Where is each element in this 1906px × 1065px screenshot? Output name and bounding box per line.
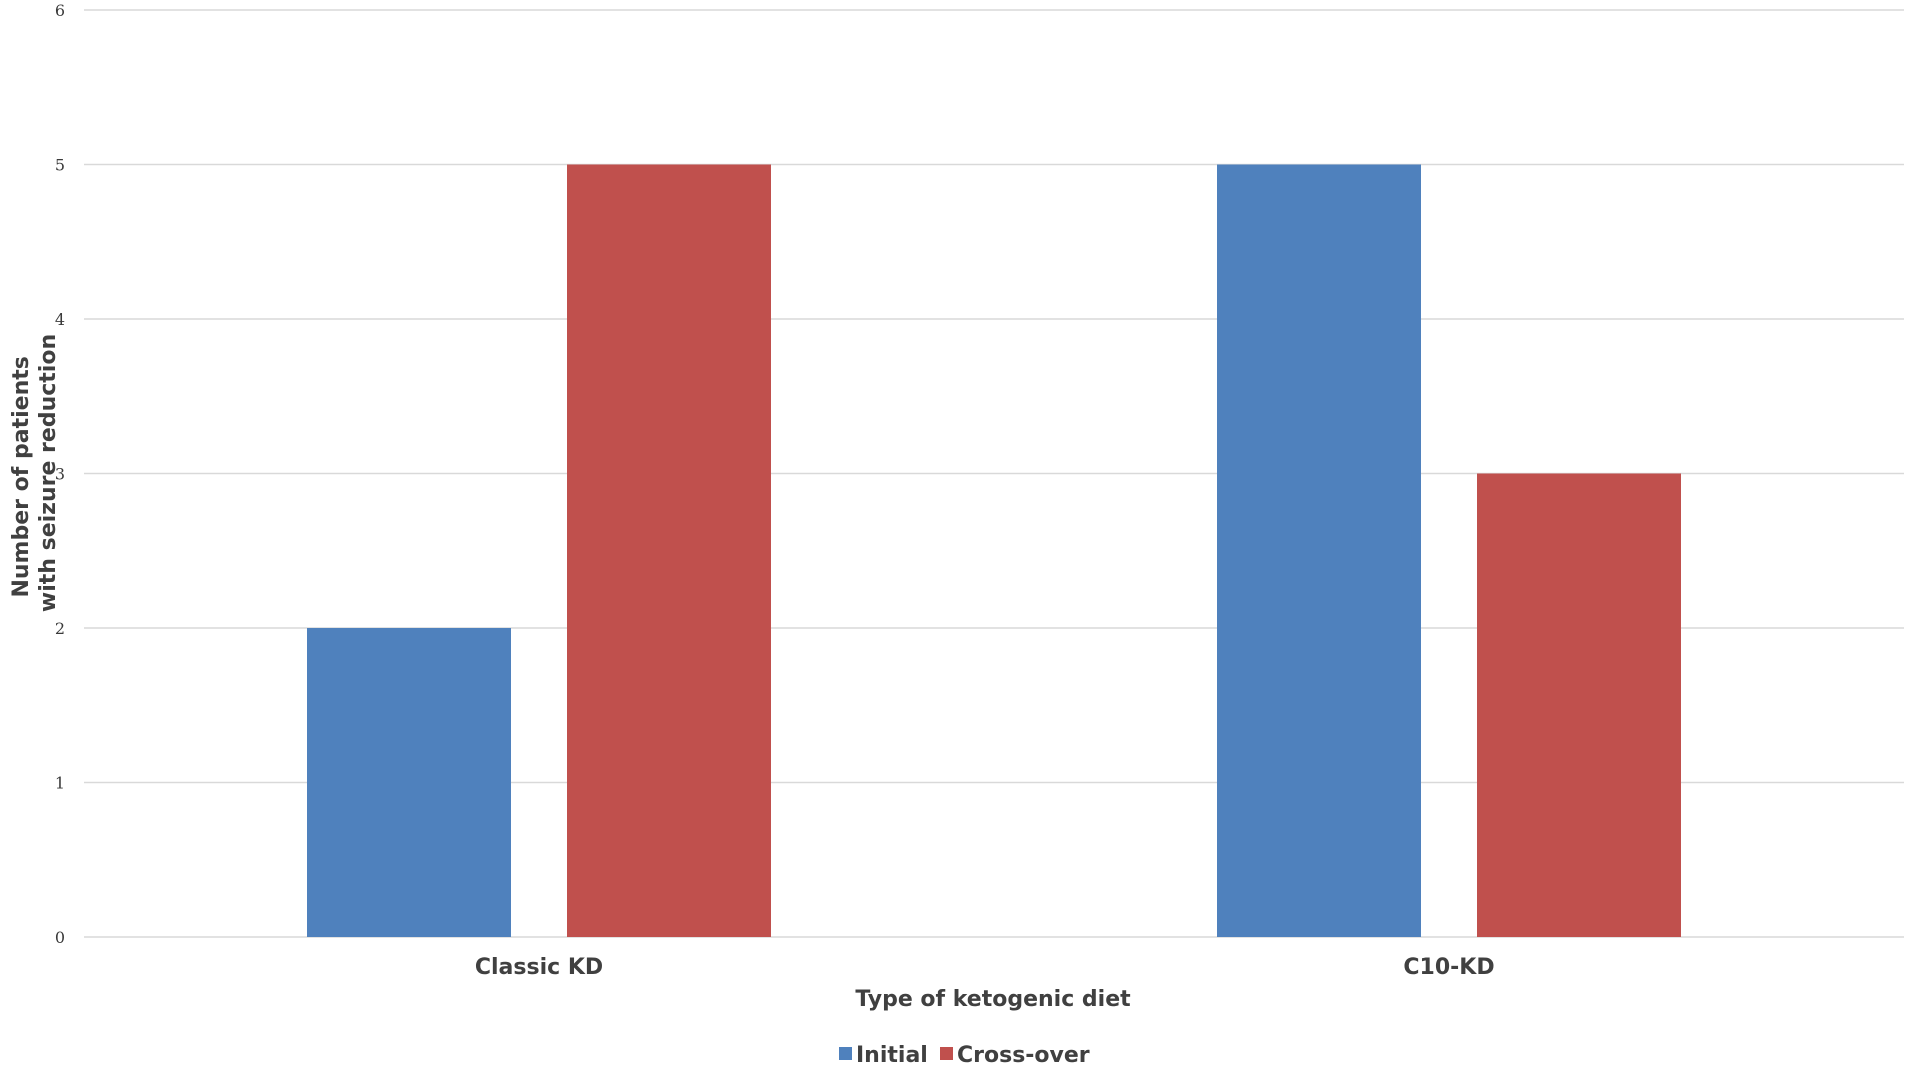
y-axis-title-line-2: with seizure reduction (36, 334, 61, 612)
x-axis-categories: Classic KD C10-KD (475, 955, 1495, 980)
x-category-label: Classic KD (475, 955, 603, 980)
y-axis-ticks: 0 1 2 3 4 5 6 (55, 1, 65, 947)
bar-cross-over-c10-kd (1477, 473, 1681, 937)
legend-swatch-initial (839, 1047, 852, 1060)
y-tick-label: 0 (55, 928, 65, 947)
y-tick-label: 3 (55, 465, 65, 484)
y-tick-label: 2 (55, 619, 65, 638)
bar-initial-c10-kd (1217, 164, 1421, 937)
bar-initial-classic-kd (307, 628, 511, 937)
bar-cross-over-classic-kd (567, 164, 771, 937)
legend-swatch-cross-over (940, 1047, 953, 1060)
y-tick-label: 4 (55, 310, 65, 329)
y-tick-label: 1 (55, 774, 65, 793)
legend: Initial Cross-over (839, 1043, 1090, 1065)
y-axis-title: Number of patients with seizure reductio… (9, 334, 61, 612)
y-tick-label: 6 (55, 1, 65, 20)
y-tick-label: 5 (55, 156, 65, 175)
legend-label-cross-over: Cross-over (957, 1043, 1090, 1065)
x-axis-title: Type of ketogenic diet (855, 987, 1131, 1012)
y-axis-title-line-1: Number of patients (9, 356, 34, 597)
x-category-label: C10-KD (1403, 955, 1494, 980)
legend-label-initial: Initial (856, 1043, 928, 1065)
bars (307, 164, 1681, 937)
